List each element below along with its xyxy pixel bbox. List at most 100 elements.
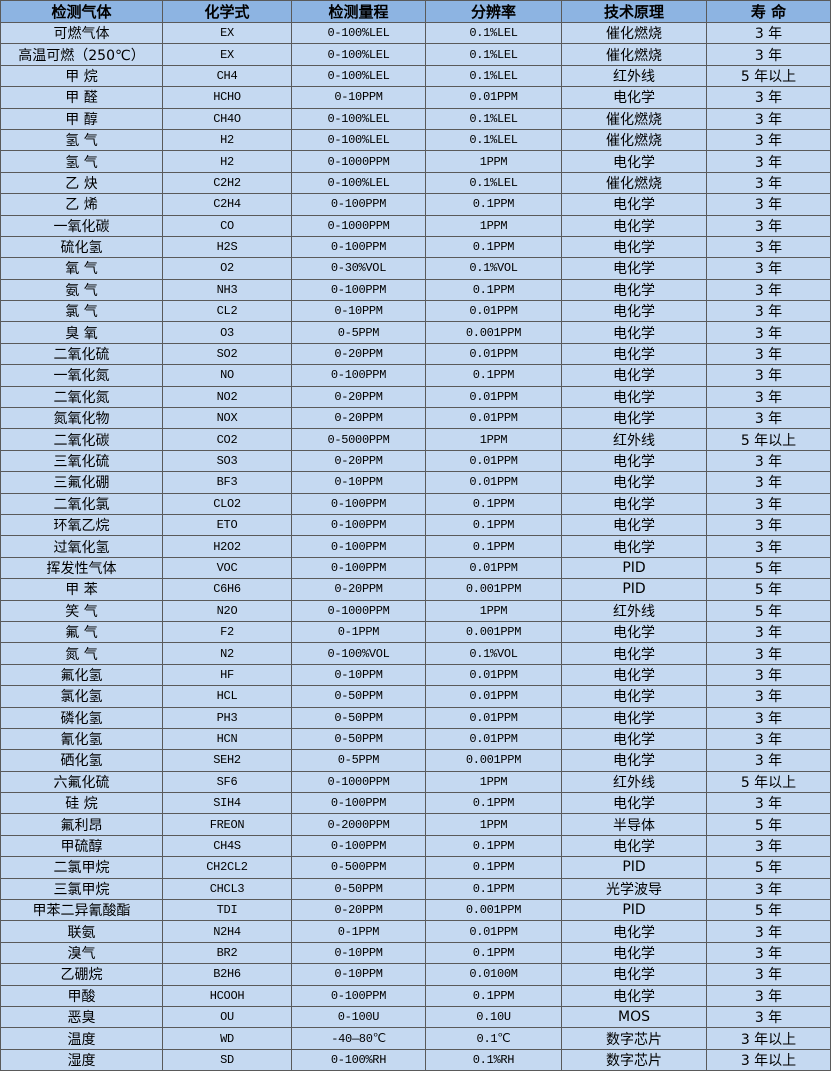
cell-formula: NOX [162,407,292,430]
cell-gas: 氮 气 [0,642,163,665]
cell-lifetime: 3 年以上 [706,1027,831,1050]
cell-lifetime: 3 年 [706,1005,831,1029]
cell-lifetime: 3 年 [706,663,831,687]
cell-formula: B2H6 [162,963,292,986]
cell-lifetime: 3 年 [706,43,831,66]
cell-lifetime: 3 年 [706,407,831,430]
table-row: 氮氧化物 NOX 0-20PPM 0.01PPM 电化学 3 年 [0,407,831,430]
cell-lifetime: 3 年 [706,364,831,387]
cell-formula: SEH2 [162,749,292,772]
table-row: 甲 苯 C6H6 0-20PPM 0.001PPM PID 5 年 [0,578,831,601]
cell-lifetime: 3 年 [706,535,831,558]
cell-resolution: 0.01PPM [425,86,562,109]
cell-principle: 电化学 [561,685,707,708]
cell-resolution: 0.01PPM [425,385,562,409]
cell-formula: CHCL3 [162,877,292,901]
cell-range: 0-100PPM [291,193,426,216]
cell-lifetime: 3 年 [706,642,831,665]
cell-principle: 数字芯片 [561,1048,707,1072]
cell-gas: 甲 苯 [0,578,163,601]
cell-formula: SIH4 [162,792,292,815]
table-row: 二氧化硫 SO2 0-20PPM 0.01PPM 电化学 3 年 [0,342,831,366]
cell-formula: CH2CL2 [162,856,292,879]
cell-resolution: 1PPM [425,150,562,173]
cell-range: 0-100PPM [291,364,426,387]
table-row: 三氯甲烷 CHCL3 0-50PPM 0.1PPM 光学波导 3 年 [0,877,831,901]
cell-lifetime: 3 年 [706,193,831,216]
cell-resolution: 0.1%LEL [425,43,562,66]
cell-range: 0-50PPM [291,706,426,729]
cell-principle: PID [561,556,707,580]
cell-resolution: 0.01PPM [425,556,562,580]
cell-formula: H2O2 [162,535,292,558]
cell-formula: HCN [162,727,292,751]
table-row: 三氟化硼 BF3 0-10PPM 0.01PPM 电化学 3 年 [0,471,831,494]
header-principle: 技术原理 [561,0,707,23]
cell-range: 0-10PPM [291,941,426,965]
cell-gas: 三氧化硫 [0,449,163,473]
cell-gas: 环氧乙烷 [0,513,163,537]
table-row: 二氧化氯 CLO2 0-100PPM 0.1PPM 电化学 3 年 [0,492,831,515]
cell-resolution: 1PPM [425,770,562,794]
cell-resolution: 0.01PPM [425,471,562,494]
cell-principle: PID [561,899,707,922]
cell-gas: 氮氧化物 [0,407,163,430]
cell-lifetime: 3 年以上 [706,1048,831,1072]
cell-formula: BR2 [162,941,292,965]
cell-principle: 电化学 [561,364,707,387]
cell-resolution: 0.1PPM [425,364,562,387]
cell-principle: 电化学 [561,984,707,1007]
table-row: 六氟化硫 SF6 0-1000PPM 1PPM 红外线 5 年以上 [0,770,831,794]
cell-formula: CL2 [162,300,292,323]
cell-formula: C2H2 [162,171,292,195]
cell-formula: FREON [162,813,292,836]
table-row: 一氧化氮 NO 0-100PPM 0.1PPM 电化学 3 年 [0,364,831,387]
cell-principle: 电化学 [561,920,707,943]
cell-gas: 三氟化硼 [0,471,163,494]
cell-principle: MOS [561,1005,707,1029]
cell-gas: 乙 烯 [0,193,163,216]
cell-principle: 电化学 [561,963,707,986]
cell-range: 0-5000PPM [291,428,426,451]
cell-range: 0-100PPM [291,984,426,1007]
cell-formula: N2 [162,642,292,665]
table-row: 硒化氢 SEH2 0-5PPM 0.001PPM 电化学 3 年 [0,749,831,772]
cell-formula: H2S [162,235,292,259]
cell-principle: 红外线 [561,428,707,451]
table-row: 甲 烷 CH4 0-100%LEL 0.1%LEL 红外线 5 年以上 [0,64,831,88]
table-row: 联氨 N2H4 0-1PPM 0.01PPM 电化学 3 年 [0,920,831,943]
cell-lifetime: 5 年 [706,599,831,622]
cell-principle: 电化学 [561,407,707,430]
cell-lifetime: 3 年 [706,385,831,409]
cell-resolution: 0.01PPM [425,342,562,366]
cell-formula: EX [162,21,292,45]
cell-range: 0-100%LEL [291,21,426,45]
cell-lifetime: 3 年 [706,834,831,858]
cell-resolution: 0.1PPM [425,535,562,558]
header-row: 检测气体 化学式 检测量程 分辨率 技术原理 寿 命 [0,0,831,23]
cell-formula: HCHO [162,86,292,109]
table-row: 湿度 SD 0-100%RH 0.1%RH 数字芯片 3 年以上 [0,1048,831,1072]
table-row: 甲硫醇 CH4S 0-100PPM 0.1PPM 电化学 3 年 [0,834,831,858]
cell-resolution: 0.1%RH [425,1048,562,1072]
cell-gas: 氯化氢 [0,685,163,708]
cell-formula: SO3 [162,449,292,473]
table-row: 甲 醇 CH4O 0-100%LEL 0.1%LEL 催化燃烧 3 年 [0,107,831,130]
cell-resolution: 0.001PPM [425,899,562,922]
table-row: 笑 气 N2O 0-1000PPM 1PPM 红外线 5 年 [0,599,831,622]
cell-formula: SO2 [162,342,292,366]
table-row: 环氧乙烷 ETO 0-100PPM 0.1PPM 电化学 3 年 [0,513,831,537]
cell-lifetime: 3 年 [706,214,831,237]
cell-principle: 电化学 [561,193,707,216]
cell-range: 0-100PPM [291,834,426,858]
cell-formula: NH3 [162,278,292,302]
cell-lifetime: 3 年 [706,278,831,302]
cell-resolution: 0.1℃ [425,1027,562,1050]
cell-range: 0-100PPM [291,535,426,558]
table-row: 氧 气 O2 0-30%VOL 0.1%VOL 电化学 3 年 [0,257,831,280]
cell-range: 0-100PPM [291,492,426,515]
cell-principle: 红外线 [561,599,707,622]
cell-gas: 氟化氢 [0,663,163,687]
cell-resolution: 1PPM [425,813,562,836]
cell-formula: O2 [162,257,292,280]
